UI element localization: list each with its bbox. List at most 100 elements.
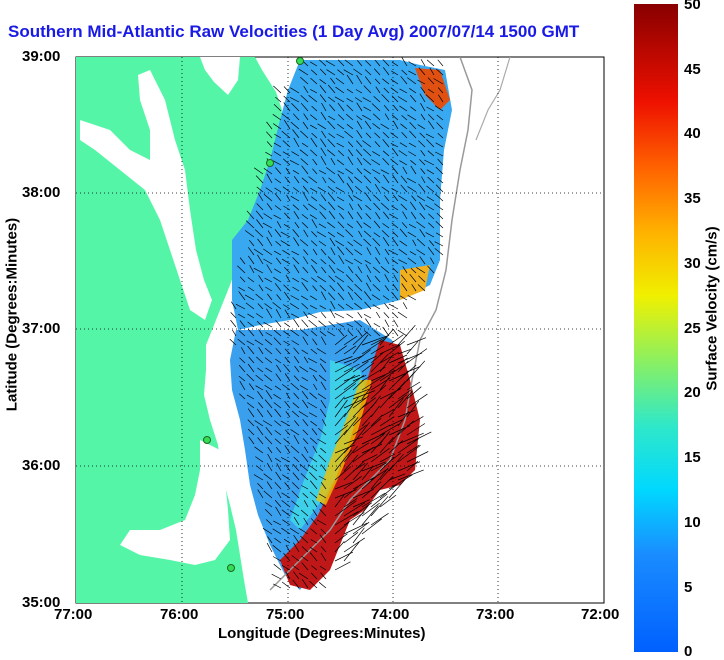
colorbar-tick: 40 [684,125,701,142]
velocity-vector [390,158,399,166]
velocity-vector [335,77,345,85]
velocity-vector [319,408,327,418]
velocity-vector [428,213,435,220]
velocity-vector [267,453,273,463]
velocity-vector [308,312,318,319]
velocity-vector [274,229,282,238]
velocity-vector [247,286,255,292]
velocity-vector [283,284,291,292]
velocity-vector [299,366,309,373]
velocity-vector [399,88,408,94]
velocity-vector [336,268,345,274]
velocity-vector [266,173,273,184]
velocity-vector [363,330,372,337]
velocity-vector [283,205,291,211]
velocity-vector [397,409,416,418]
velocity-vector [281,113,291,121]
velocity-vector [398,195,408,202]
velocity-vector [284,373,291,382]
velocity-vector [399,228,408,238]
velocity-vector [352,361,369,373]
velocity-vector [328,264,336,274]
velocity-vector [292,229,300,238]
velocity-vector [330,77,336,85]
velocity-vector [370,513,389,526]
velocity-vector [303,500,309,508]
velocity-vector [266,203,273,211]
velocity-vector [312,338,318,346]
velocity-vector [397,311,408,319]
velocity-vector [391,222,399,229]
velocity-vector [273,402,282,409]
velocity-vector [300,130,309,139]
velocity-vector [267,293,273,301]
velocity-vector [320,291,327,301]
velocity-vector [245,220,255,229]
velocity-vector [384,303,390,310]
velocity-vector [303,229,309,238]
velocity-vector [263,213,273,220]
velocity-vector [370,405,380,418]
velocity-vector [375,86,381,94]
velocity-vector [401,57,408,67]
velocity-vector [390,142,399,148]
velocity-vector [255,374,264,382]
velocity-vector [343,345,357,355]
grid-lines [76,57,604,603]
velocity-vector [289,528,300,535]
velocity-vector [281,581,291,589]
velocity-vector [406,337,427,346]
velocity-vector [310,149,318,157]
velocity-vector [383,211,390,220]
velocity-vector [345,229,354,238]
velocity-vector [320,312,327,319]
velocity-vector [373,96,381,103]
velocity-vector [371,159,381,166]
velocity-vector [238,330,246,337]
velocity-vector [334,275,345,283]
velocity-vector [334,383,357,400]
velocity-vector [319,204,327,211]
velocity-vector [419,201,426,211]
velocity-vector [329,104,336,112]
velocity-vector [400,175,408,184]
velocity-vector [256,465,264,472]
velocity-vector [411,195,417,202]
velocity-vector [284,482,291,490]
velocity-vector [312,168,318,175]
velocity-vector [275,506,282,517]
velocity-vector [420,149,426,157]
velocity-vector [318,427,327,436]
velocity-vector [392,104,399,112]
velocity-vector [392,120,399,130]
velocity-vector [256,356,264,364]
velocity-vector [319,502,327,508]
velocity-vector [275,348,282,355]
velocity-vector [274,268,282,274]
velocity-vector [334,541,345,553]
velocity-vector [348,194,354,202]
velocity-vector [280,420,291,427]
velocity-vector [437,158,444,166]
velocity-vector [282,519,291,526]
velocity-vector [435,184,444,193]
colorbar-tick: 10 [684,514,701,531]
velocity-vector [302,204,309,211]
velocity-vector [255,175,264,184]
velocity-vector [343,396,359,418]
velocity-vector [293,347,300,355]
velocity-vector [370,353,389,373]
velocity-vector [388,479,406,499]
velocity-vector [380,169,390,175]
velocity-vector [244,230,255,238]
velocity-vector [433,78,444,85]
velocity-vector [300,473,309,481]
velocity-vector [337,221,345,229]
velocity-vector [293,535,300,544]
velocity-vector [352,527,365,544]
velocity-vector [262,420,273,427]
velocity-vector [426,139,435,148]
colorbar-tick: 50 [684,0,701,13]
velocity-vector [254,339,264,346]
velocity-vector [312,509,318,517]
